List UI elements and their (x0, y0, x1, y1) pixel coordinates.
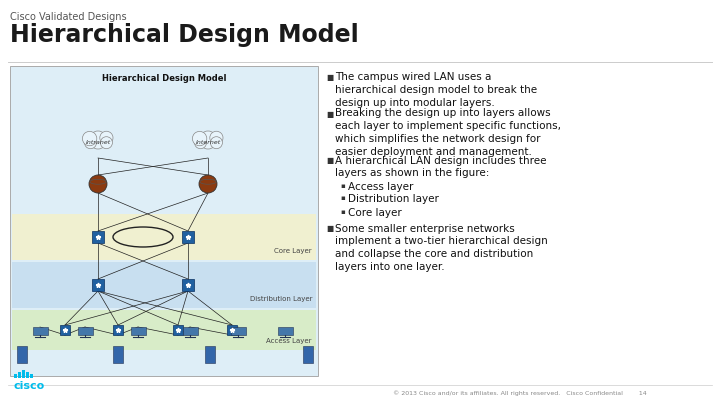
Ellipse shape (90, 179, 106, 184)
Text: ■: ■ (326, 224, 333, 234)
Text: A hierarchical LAN design includes three
layers as shown in the figure:: A hierarchical LAN design includes three… (335, 156, 546, 178)
FancyBboxPatch shape (60, 325, 70, 335)
FancyBboxPatch shape (227, 325, 237, 335)
Circle shape (84, 137, 96, 149)
Text: Distribution Layer: Distribution Layer (250, 296, 312, 302)
FancyBboxPatch shape (22, 370, 24, 378)
Text: Cisco Validated Designs: Cisco Validated Designs (10, 12, 127, 22)
FancyBboxPatch shape (14, 374, 17, 378)
Text: ▪: ▪ (340, 196, 345, 202)
Circle shape (210, 137, 222, 149)
Text: Core Layer: Core Layer (274, 248, 312, 254)
Text: Internet: Internet (195, 139, 220, 145)
Text: The campus wired LAN uses a
hierarchical design model to break the
design up int: The campus wired LAN uses a hierarchical… (335, 72, 537, 108)
FancyBboxPatch shape (182, 279, 194, 291)
Text: cisco: cisco (14, 381, 45, 391)
Text: ■: ■ (326, 156, 333, 166)
Circle shape (194, 137, 207, 149)
Text: ▪: ▪ (340, 183, 345, 188)
Text: Hierarchical Design Model: Hierarchical Design Model (10, 23, 359, 47)
Circle shape (192, 131, 207, 146)
FancyBboxPatch shape (92, 279, 104, 291)
Ellipse shape (200, 179, 216, 184)
FancyBboxPatch shape (32, 326, 48, 335)
FancyBboxPatch shape (26, 372, 29, 378)
Circle shape (100, 137, 112, 149)
FancyBboxPatch shape (17, 345, 27, 362)
FancyBboxPatch shape (78, 326, 92, 335)
Text: Breaking the design up into layers allows
each layer to implement specific funct: Breaking the design up into layers allow… (335, 109, 561, 157)
FancyBboxPatch shape (173, 325, 183, 335)
Circle shape (100, 131, 113, 145)
FancyBboxPatch shape (10, 66, 318, 376)
Text: Distribution layer: Distribution layer (348, 194, 439, 205)
FancyBboxPatch shape (277, 326, 292, 335)
FancyBboxPatch shape (30, 374, 32, 378)
Text: © 2013 Cisco and/or its affiliates. All rights reserved.   Cisco Confidential   : © 2013 Cisco and/or its affiliates. All … (393, 390, 647, 396)
FancyBboxPatch shape (130, 326, 145, 335)
FancyBboxPatch shape (113, 325, 123, 335)
Circle shape (199, 131, 217, 149)
Text: Access layer: Access layer (348, 181, 413, 192)
FancyBboxPatch shape (12, 262, 316, 308)
Circle shape (210, 131, 223, 145)
Text: Hierarchical Design Model: Hierarchical Design Model (102, 74, 226, 83)
Text: Some smaller enterprise networks
implement a two-tier hierarchical design
and co: Some smaller enterprise networks impleme… (335, 224, 548, 272)
Circle shape (199, 175, 217, 193)
FancyBboxPatch shape (205, 345, 215, 362)
Circle shape (89, 175, 107, 193)
FancyBboxPatch shape (230, 326, 246, 335)
FancyBboxPatch shape (12, 310, 316, 350)
FancyBboxPatch shape (182, 326, 197, 335)
Circle shape (82, 131, 96, 146)
FancyBboxPatch shape (182, 231, 194, 243)
Text: Access Layer: Access Layer (266, 338, 312, 344)
Text: ■: ■ (326, 73, 333, 82)
FancyBboxPatch shape (113, 345, 123, 362)
Text: ■: ■ (326, 109, 333, 119)
FancyBboxPatch shape (303, 345, 313, 362)
Text: Core layer: Core layer (348, 207, 402, 217)
FancyBboxPatch shape (92, 231, 104, 243)
Text: ▪: ▪ (340, 209, 345, 215)
Circle shape (89, 131, 107, 149)
FancyBboxPatch shape (18, 372, 20, 378)
Text: Intranet: Intranet (86, 139, 111, 145)
FancyBboxPatch shape (12, 214, 316, 260)
